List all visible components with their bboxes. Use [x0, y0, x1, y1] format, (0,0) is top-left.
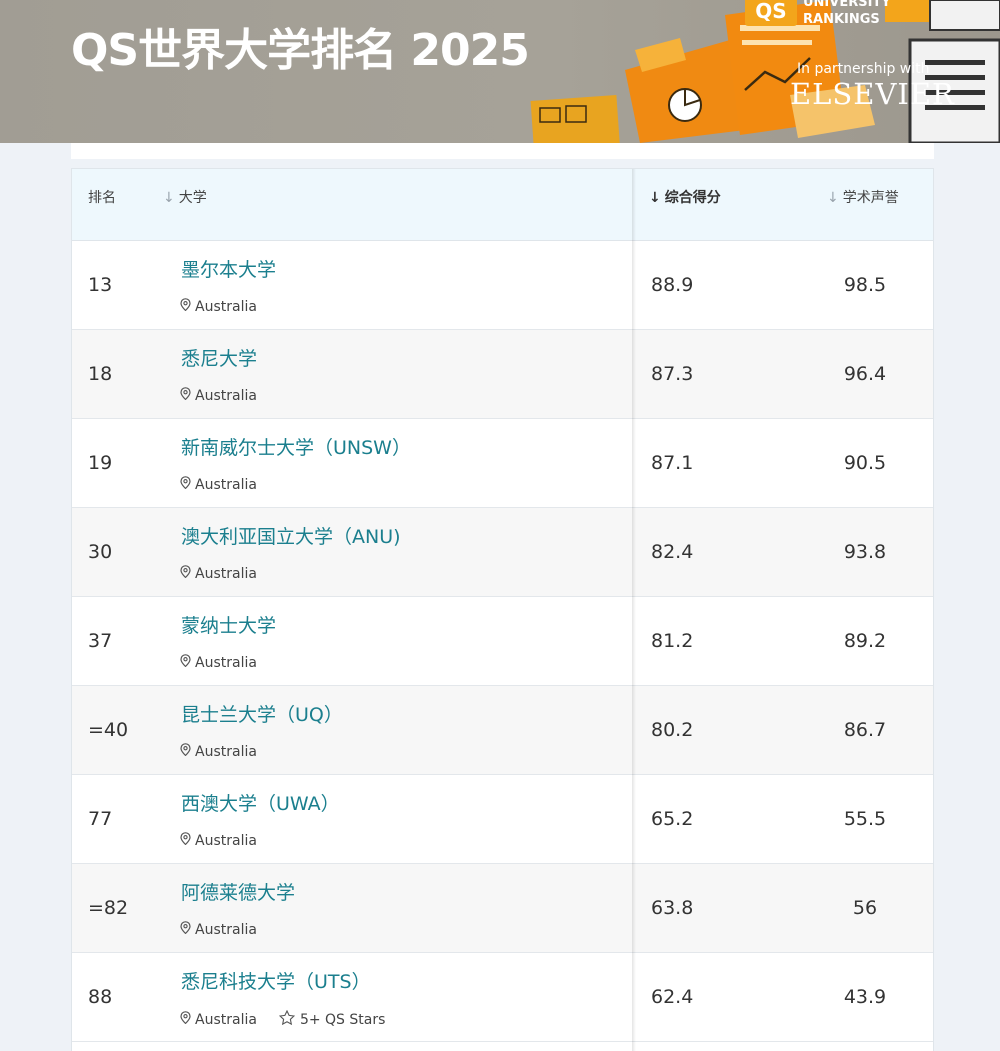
location: Australia	[180, 565, 257, 582]
ranking-table: 排名 ↓ 大学 ↓ 综合得分 ↓ 学术声誉 13 墨尔本大学 Australia 88.9 9…	[71, 168, 934, 1051]
table-row[interactable]: =40 昆士兰大学（UQ） Australia 80.2 86.7	[72, 686, 933, 775]
location-label: Australia	[195, 832, 257, 849]
university-link[interactable]: 昆士兰大学（UQ）	[181, 704, 343, 726]
table-row[interactable]: 88 悉尼科技大学（UTS） Australia 5+ QS Stars 62.4 43.…	[72, 953, 933, 1042]
star-icon	[278, 1009, 296, 1029]
table-body: 13 墨尔本大学 Australia 88.9 98.5 18 悉尼大学 Australia 8…	[72, 241, 933, 1042]
university-link[interactable]: 新南威尔士大学（UNSW）	[181, 437, 411, 459]
header-university-label: 大学	[178, 190, 207, 206]
location: Australia	[180, 654, 257, 671]
header-overall-score[interactable]: ↓ 综合得分	[649, 169, 721, 241]
location: Australia	[180, 387, 257, 404]
academic-reputation-value: 96.4	[843, 363, 887, 385]
table-row[interactable]: =82 阿德莱德大学 Australia 63.8 56	[72, 864, 933, 953]
location-pin-icon	[180, 387, 191, 404]
location-pin-icon	[180, 921, 191, 938]
location-label: Australia	[195, 476, 257, 493]
qs-logo-text: UNIVERSITY RANKINGS	[803, 0, 891, 28]
location-pin-icon	[180, 743, 191, 760]
location: Australia	[180, 743, 257, 760]
academic-reputation-value: 93.8	[843, 541, 887, 563]
rank-value: 18	[88, 363, 113, 385]
logo-line-rankings: RANKINGS	[803, 12, 880, 27]
card-top	[71, 143, 934, 159]
header-overall-label: 综合得分	[664, 190, 721, 206]
sort-arrow-icon: ↓	[163, 190, 175, 206]
academic-reputation-value: 98.5	[843, 274, 887, 296]
location-pin-icon	[180, 832, 191, 849]
academic-reputation-value: 90.5	[843, 452, 887, 474]
header-academic-reputation[interactable]: ↓ 学术声誉	[827, 169, 899, 241]
location: Australia 5+ QS Stars	[180, 1009, 386, 1029]
table-header: 排名 ↓ 大学 ↓ 综合得分 ↓ 学术声誉	[72, 169, 933, 241]
rank-value: =82	[88, 897, 129, 919]
overall-score-value: 82.4	[651, 541, 694, 563]
qs-logo: QS	[745, 0, 797, 26]
table-row[interactable]: 37 蒙纳士大学 Australia 81.2 89.2	[72, 597, 933, 686]
rank-value: 88	[88, 986, 113, 1008]
header-academic-label: 学术声誉	[842, 190, 899, 206]
table-row[interactable]: 19 新南威尔士大学（UNSW） Australia 87.1 90.5	[72, 419, 933, 508]
location: Australia	[180, 298, 257, 315]
academic-reputation-value: 86.7	[843, 719, 887, 741]
location-pin-icon	[180, 654, 191, 671]
location-pin-icon	[180, 1011, 191, 1028]
university-link[interactable]: 悉尼大学	[181, 348, 258, 370]
table-row[interactable]: 18 悉尼大学 Australia 87.3 96.4	[72, 330, 933, 419]
overall-score-value: 65.2	[651, 808, 694, 830]
table-row[interactable]: 13 墨尔本大学 Australia 88.9 98.5	[72, 241, 933, 330]
sort-arrow-icon: ↓	[649, 190, 661, 206]
rank-value: 37	[88, 630, 113, 652]
sort-arrow-icon: ↓	[827, 190, 839, 206]
table-row[interactable]: 77 西澳大学（UWA） Australia 65.2 55.5	[72, 775, 933, 864]
academic-reputation-value: 56	[852, 897, 878, 919]
logo-line-university: UNIVERSITY	[803, 0, 891, 10]
location-label: Australia	[195, 565, 257, 582]
partner-text: In partnership with	[797, 61, 930, 77]
location-label: Australia	[195, 298, 257, 315]
university-link[interactable]: 西澳大学（UWA）	[181, 793, 340, 815]
rank-value: 77	[88, 808, 113, 830]
location: Australia	[180, 476, 257, 493]
table-row[interactable]: 30 澳大利亚国立大学（ANU) Australia 82.4 93.8	[72, 508, 933, 597]
location: Australia	[180, 832, 257, 849]
location-pin-icon	[180, 565, 191, 582]
location-label: Australia	[195, 921, 257, 938]
overall-score-value: 87.1	[651, 452, 694, 474]
university-link[interactable]: 墨尔本大学	[181, 259, 277, 281]
location-label: Australia	[195, 654, 257, 671]
rank-value: 30	[88, 541, 113, 563]
overall-score-value: 63.8	[651, 897, 694, 919]
academic-reputation-value: 89.2	[843, 630, 887, 652]
university-link[interactable]: 澳大利亚国立大学（ANU)	[181, 526, 401, 548]
banner: QS世界大学排名 2025 QS UNIVERSITY RANKINGS In …	[0, 0, 1000, 143]
header-university[interactable]: ↓ 大学	[163, 169, 207, 241]
overall-score-value: 62.4	[651, 986, 694, 1008]
page-title: QS世界大学排名 2025	[71, 25, 530, 76]
location-label: Australia	[195, 387, 257, 404]
header-rank[interactable]: 排名	[88, 190, 116, 206]
location-label: Australia	[195, 1011, 257, 1028]
overall-score-value: 88.9	[651, 274, 694, 296]
overall-score-value: 81.2	[651, 630, 694, 652]
academic-reputation-value: 55.5	[843, 808, 887, 830]
academic-reputation-value: 43.9	[843, 986, 887, 1008]
elsevier-logo: ELSEVIER	[790, 77, 955, 111]
university-link[interactable]: 蒙纳士大学	[181, 615, 277, 637]
location-pin-icon	[180, 298, 191, 315]
rank-value: 19	[88, 452, 113, 474]
banner-illustration	[530, 0, 1000, 143]
overall-score-value: 80.2	[651, 719, 694, 741]
university-link[interactable]: 悉尼科技大学（UTS）	[181, 971, 371, 993]
rank-value: =40	[88, 719, 129, 741]
location-pin-icon	[180, 476, 191, 493]
location: Australia	[180, 921, 257, 938]
qs-stars[interactable]: 5+ QS Stars	[278, 1009, 386, 1029]
rank-value: 13	[88, 274, 113, 296]
overall-score-value: 87.3	[651, 363, 694, 385]
qs-stars-label: 5+ QS Stars	[299, 1011, 386, 1028]
university-link[interactable]: 阿德莱德大学	[181, 882, 296, 904]
location-label: Australia	[195, 743, 257, 760]
